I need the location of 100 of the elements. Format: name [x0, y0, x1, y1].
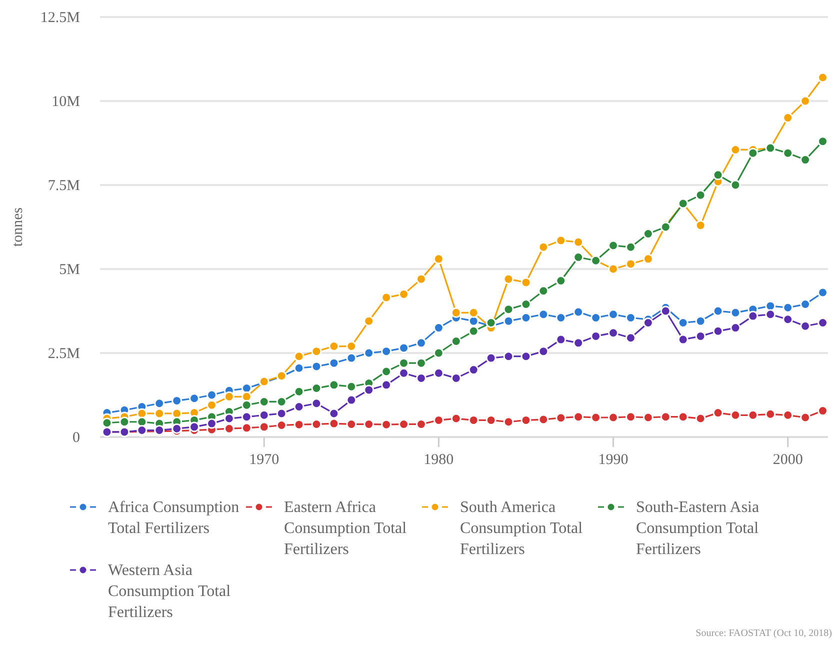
point: [678, 412, 688, 422]
point: [538, 414, 549, 425]
point: [433, 322, 444, 334]
point: [503, 416, 514, 428]
point: [224, 413, 234, 424]
point: [433, 348, 444, 358]
point: [294, 351, 304, 362]
point: [625, 258, 636, 270]
point: [241, 412, 252, 422]
point: [556, 412, 566, 424]
point: [748, 148, 758, 158]
point: [328, 380, 340, 390]
y-axis-title: tonnes: [10, 207, 26, 247]
point: [782, 148, 794, 158]
point: [625, 332, 636, 344]
point: [189, 393, 200, 404]
point: [538, 286, 549, 296]
point: [556, 334, 566, 345]
point: [381, 346, 392, 357]
point: [608, 328, 619, 338]
point: [258, 410, 270, 420]
point: [398, 358, 410, 368]
point: [712, 306, 724, 316]
point: [730, 180, 741, 190]
point: [154, 408, 165, 419]
point: [224, 391, 234, 402]
point: [800, 320, 811, 332]
point: [450, 307, 462, 318]
point: [241, 400, 252, 410]
point: [328, 408, 340, 419]
point: [695, 220, 706, 231]
y-tick-label: 0: [72, 430, 80, 446]
point: [748, 410, 758, 420]
point: [730, 307, 741, 318]
point: [503, 316, 514, 326]
x-tick-label: 1980: [424, 452, 454, 468]
point: [520, 277, 532, 288]
x-tick-label: 1990: [598, 452, 628, 468]
point: [608, 309, 619, 320]
y-tick-label: 10M: [52, 94, 80, 110]
point: [660, 412, 671, 422]
point: [311, 398, 322, 409]
point: [590, 412, 602, 423]
point: [800, 412, 811, 423]
point: [608, 412, 619, 423]
point: [346, 352, 357, 364]
point: [154, 398, 165, 409]
point: [695, 413, 706, 424]
point: [206, 390, 217, 400]
point: [433, 254, 444, 264]
point: [294, 419, 304, 430]
y-tick-label: 5M: [59, 262, 80, 278]
point: [520, 351, 532, 362]
point: [538, 242, 549, 252]
y-tick-label: 2.5M: [48, 346, 80, 362]
point: [642, 318, 654, 328]
point: [416, 358, 426, 368]
point: [364, 316, 374, 326]
point: [468, 307, 479, 318]
point: [800, 96, 811, 106]
y-tick-label: 7.5M: [48, 178, 80, 194]
point: [398, 342, 410, 354]
legend-label: Western Asia Consumption Total Fertilizers: [108, 562, 232, 621]
y-tick-label: 12.5M: [40, 10, 80, 26]
point: [486, 352, 496, 364]
x-tick-label: 2000: [772, 452, 803, 468]
point: [381, 292, 392, 303]
point: [625, 242, 636, 252]
point: [119, 416, 130, 428]
point: [102, 418, 112, 428]
point: [346, 394, 357, 406]
point: [782, 314, 794, 325]
point: [364, 348, 374, 358]
point: [206, 400, 217, 410]
point: [381, 380, 392, 390]
legend-label: South America Consumption Total Fertilizers: [460, 499, 584, 558]
point: [276, 408, 287, 419]
point: [608, 240, 619, 251]
point: [328, 418, 340, 429]
point: [782, 302, 794, 313]
point: [258, 422, 270, 432]
point: [206, 418, 217, 429]
point: [625, 412, 636, 422]
point: [573, 338, 584, 348]
point: [398, 288, 410, 300]
point: [486, 318, 496, 328]
point: [450, 413, 462, 424]
point: [748, 310, 758, 322]
point: [224, 423, 234, 434]
source-note: Source: FAOSTAT (Oct 10, 2018): [696, 628, 832, 639]
point: [364, 384, 374, 396]
point: [556, 235, 566, 246]
point: [241, 422, 252, 434]
point: [311, 361, 322, 372]
point: [416, 274, 426, 284]
point: [712, 326, 724, 336]
point: [503, 304, 514, 315]
point: [346, 381, 357, 392]
point: [328, 358, 340, 368]
point: [503, 351, 514, 362]
